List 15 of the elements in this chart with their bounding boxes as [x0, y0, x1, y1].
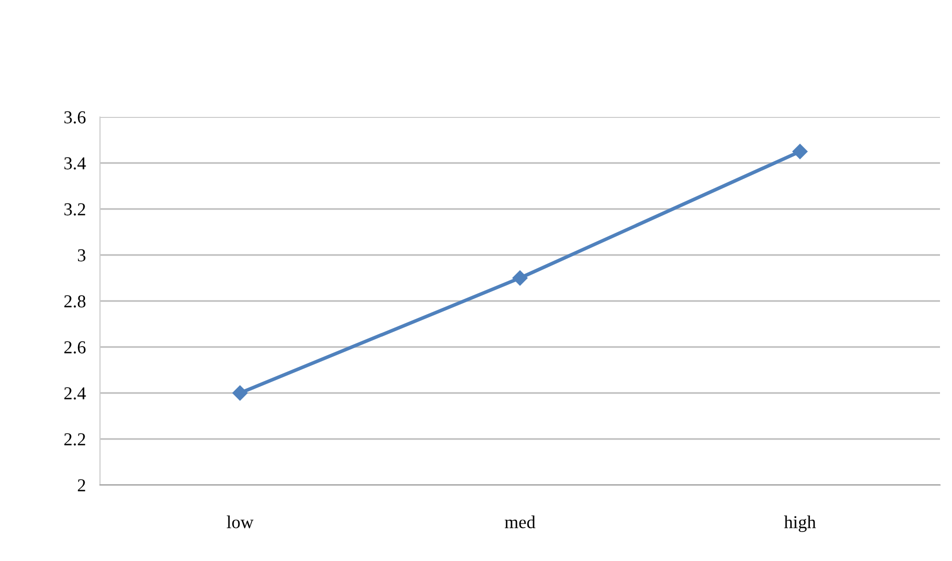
y-tick-label: 3.2 [64, 203, 86, 216]
point [792, 144, 808, 160]
y-tick-label: 2.8 [64, 295, 86, 308]
x-tick-label: med [504, 516, 536, 528]
y-tick-label: 2.6 [64, 341, 86, 354]
y-tick-label: 3 [78, 249, 86, 262]
y-tick-label: 2.4 [64, 387, 86, 400]
point [232, 385, 248, 401]
y-tick-label: 2.2 [64, 433, 86, 446]
y-tick-label: 3.4 [64, 157, 86, 170]
y-tick-label: 2 [78, 479, 86, 492]
x-tick-label: low [226, 516, 254, 528]
point [512, 270, 528, 286]
x-tick-label: high [784, 516, 816, 532]
y-tick-label: 3.6 [64, 111, 86, 124]
